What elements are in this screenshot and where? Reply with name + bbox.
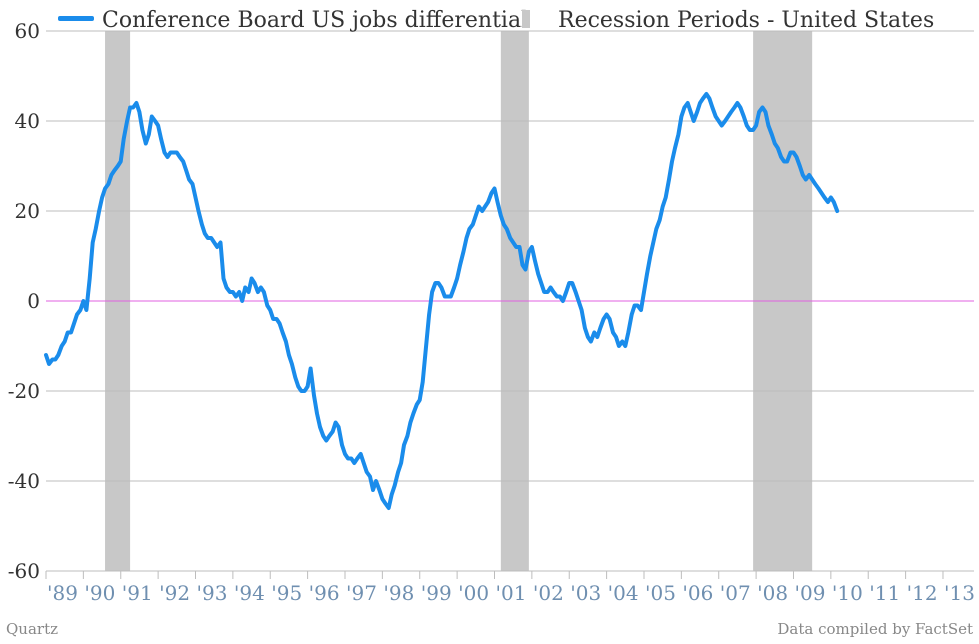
legend-label-recession: Recession Periods - United States <box>558 8 934 33</box>
x-tick-label: '94 <box>234 581 265 605</box>
footer-source-left: Quartz <box>6 620 58 638</box>
x-tick-label: '10 <box>832 581 863 605</box>
x-tick-label: '95 <box>271 581 302 605</box>
y-tick-label: 60 <box>15 19 40 43</box>
gridlines <box>46 30 974 572</box>
x-tick-label: '99 <box>421 581 452 605</box>
series-line-jobs-differential <box>44 92 840 510</box>
legend: Conference Board US jobs differential Re… <box>58 8 934 33</box>
x-tick-label: '12 <box>907 581 938 605</box>
x-tick-label: '03 <box>570 581 601 605</box>
x-tick-label: '08 <box>757 581 788 605</box>
x-tick-label: '97 <box>346 581 377 605</box>
x-tick-label: '06 <box>682 581 713 605</box>
series-layer <box>44 92 840 510</box>
x-tick-label: '07 <box>720 581 751 605</box>
y-tick-label: -60 <box>8 559 40 583</box>
x-tick-label: '11 <box>869 581 900 605</box>
x-axis-ticks: '89'90 '91'92'93 '94'95 '96'97'98 '99'00'01 '… <box>45 571 975 605</box>
y-tick-label: 20 <box>15 199 40 223</box>
x-tick-label: '96 <box>309 581 340 605</box>
x-tick-label: '09 <box>794 581 825 605</box>
x-tick-label: '13 <box>944 581 975 605</box>
x-tick-label: '05 <box>645 581 676 605</box>
x-tick-label: '89 <box>47 581 78 605</box>
legend-swatch-jobs-differential <box>58 16 94 21</box>
legend-label-jobs-differential: Conference Board US jobs differential <box>102 8 528 33</box>
x-tick-label: '91 <box>122 581 153 605</box>
y-tick-label: -40 <box>8 469 40 493</box>
y-axis-ticks: 60 40 20 0 -20 -40 -60 <box>8 19 40 583</box>
y-tick-label: 0 <box>27 289 40 313</box>
x-tick-label: '04 <box>608 581 639 605</box>
x-tick-label: '93 <box>196 581 227 605</box>
x-tick-label: '90 <box>84 581 115 605</box>
x-tick-label: '01 <box>495 581 526 605</box>
x-tick-label: '92 <box>159 581 190 605</box>
y-tick-label: 40 <box>15 109 40 133</box>
legend-swatch-recession <box>522 10 530 28</box>
y-tick-label: -20 <box>8 379 40 403</box>
x-tick-label: '00 <box>458 581 489 605</box>
x-tick-label: '98 <box>383 581 414 605</box>
x-tick-label: '02 <box>533 581 564 605</box>
footer-source-right: Data compiled by FactSet <box>777 620 973 638</box>
